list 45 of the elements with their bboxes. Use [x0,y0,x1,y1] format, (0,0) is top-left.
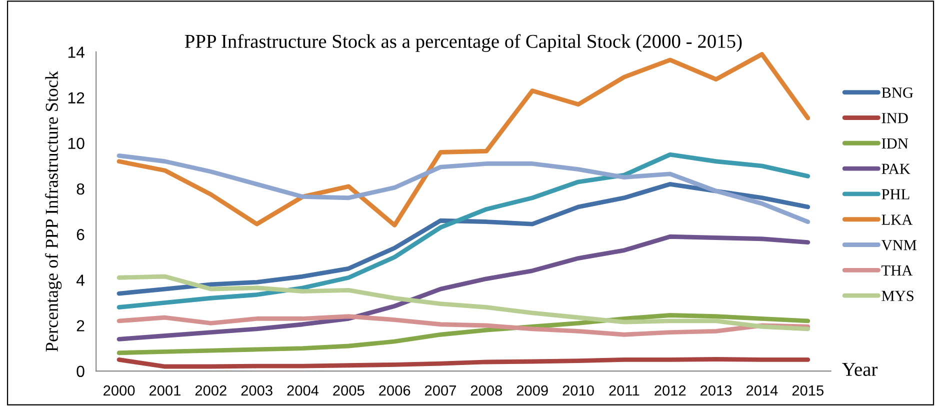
legend-label: VNM [881,240,916,250]
x-tick-label: 2003 [241,385,272,396]
legend-label: MYS [882,290,914,302]
line-series [116,274,810,332]
legend-label: BNG [882,88,914,98]
x-tick-label: 2008 [470,385,502,396]
x-tick-label: 2009 [516,385,548,396]
y-tick-label: 4 [76,274,85,286]
line-series [116,182,810,296]
legend-label: PAK [882,164,910,174]
y-tick-label: 10 [68,138,84,150]
y-tick-label: 14 [68,46,85,58]
legend-label: LKA [882,214,913,225]
x-tick-label: 2012 [654,385,686,396]
legend-label: IDN [882,138,908,149]
legend-label: IND [882,113,908,124]
line-series [116,52,810,228]
x-tick-label: 2005 [333,385,364,396]
x-tick-label: 2007 [425,385,456,396]
line-series [116,313,810,356]
x-tick-label: 2002 [195,385,226,396]
x-tick-label: 2010 [562,385,594,396]
x-tick-label: 2004 [287,385,319,396]
line-series [116,152,810,310]
chart-title: PPP Infrastructure Stock as a percentage of Capital Stock (2000 - 2015) [184,34,742,52]
x-tick-label: 2015 [792,385,824,396]
x-tick-label: 2011 [609,385,640,396]
legend-label: PHL [882,189,910,200]
y-tick-label: 6 [76,228,84,240]
x-tick-label: 2001 [149,385,180,396]
x-tick-label: 2014 [746,385,778,396]
y-tick-label: 12 [68,92,84,104]
legend-label: THA [882,265,913,276]
x-tick-label: 2000 [104,385,135,396]
x-tick-label: 2006 [379,385,410,396]
y-tick-label: 0 [76,366,84,378]
y-axis-title: Percentage of PPP Infrastructure Stock [45,70,62,352]
y-tick-label: 2 [76,320,84,332]
y-tick-label: 8 [76,183,84,195]
x-tick-label: 2013 [700,385,732,396]
line-series [116,234,810,342]
line-series [116,153,810,224]
line-series [116,357,810,369]
line-series [116,314,810,337]
x-axis-title: Year [842,363,878,376]
